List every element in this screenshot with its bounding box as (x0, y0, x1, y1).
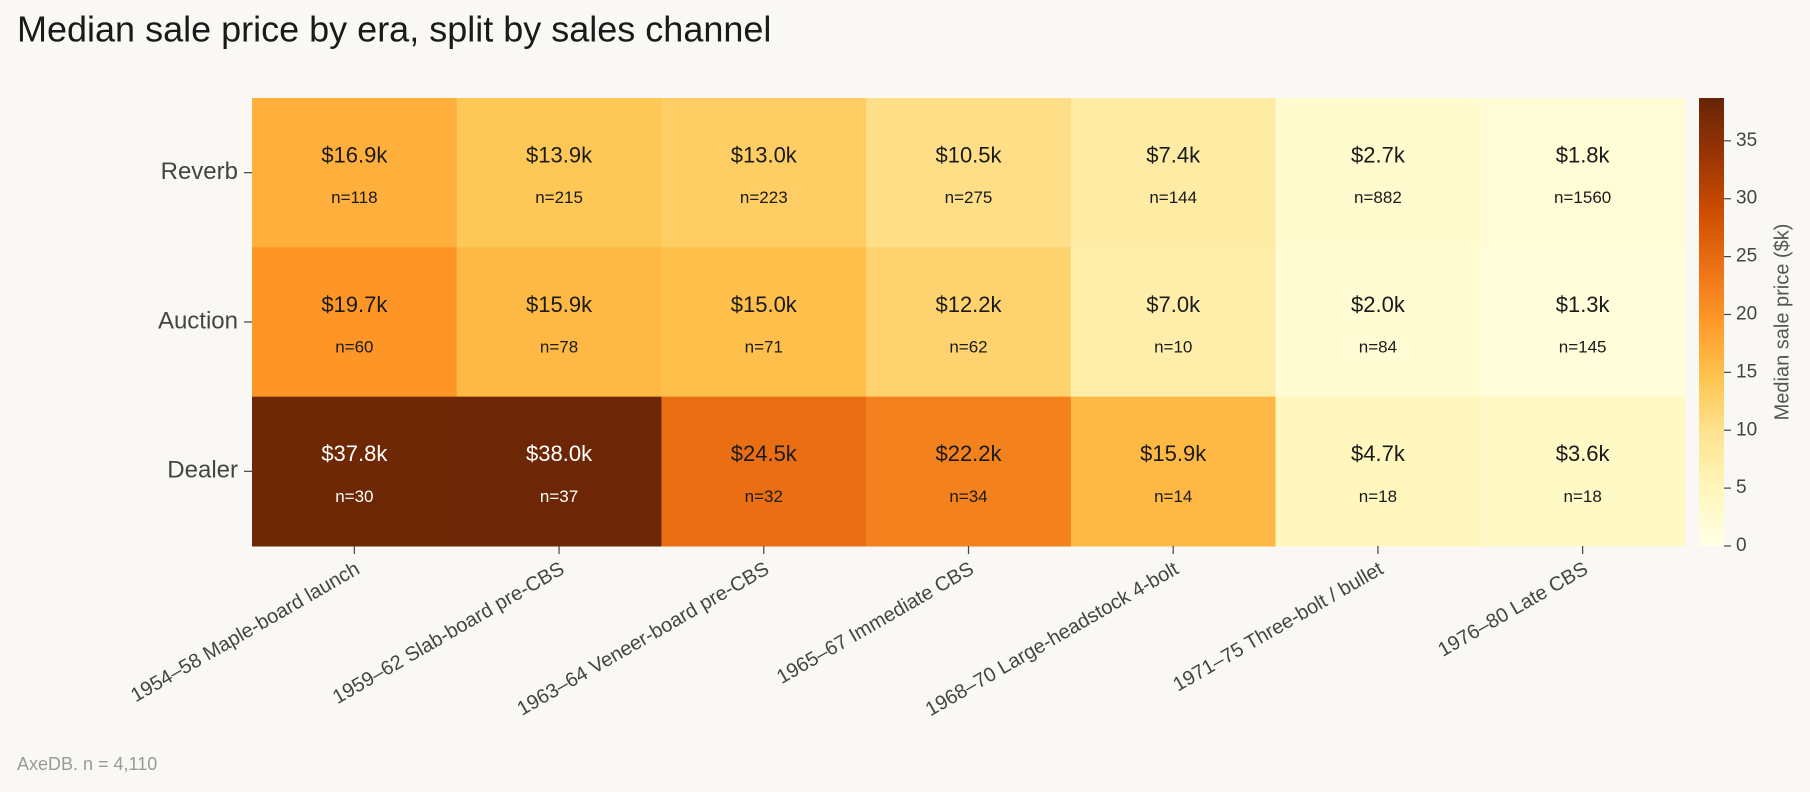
value-label: $7.4k (1146, 142, 1201, 167)
count-label: n=34 (949, 487, 987, 506)
colorbar-label: Median sale price ($k) (1771, 224, 1793, 421)
count-label: n=78 (540, 337, 578, 356)
heatmap-cell (252, 396, 458, 547)
value-label: $22.2k (935, 441, 1002, 466)
value-label: $13.9k (526, 142, 593, 167)
colorbar-tick-label: 10 (1736, 419, 1757, 440)
count-label: n=10 (1154, 337, 1192, 356)
value-label: $19.7k (321, 292, 388, 317)
heatmap-cell (456, 396, 662, 547)
colorbar-tick-label: 30 (1736, 188, 1757, 209)
count-label: n=144 (1149, 188, 1197, 207)
footnote: AxeDB. n = 4,110 (17, 754, 157, 774)
count-label: n=18 (1359, 487, 1397, 506)
heatmap-cell (866, 396, 1072, 547)
value-label: $38.0k (526, 441, 593, 466)
value-label: $2.7k (1351, 142, 1406, 167)
value-label: $1.3k (1556, 292, 1611, 317)
value-label: $13.0k (731, 142, 798, 167)
value-label: $2.0k (1351, 292, 1406, 317)
value-label: $15.9k (526, 292, 593, 317)
heatmap-cell (252, 98, 458, 248)
heatmap-cell (661, 396, 867, 547)
count-label: n=14 (1154, 487, 1192, 506)
value-label: $24.5k (731, 441, 798, 466)
value-label: $3.6k (1556, 441, 1611, 466)
colorbar (1699, 98, 1724, 546)
heatmap-cell (866, 247, 1072, 398)
count-label: n=1560 (1554, 188, 1611, 207)
count-label: n=71 (745, 337, 783, 356)
count-label: n=32 (745, 487, 783, 506)
heatmap-cell (1480, 396, 1686, 547)
count-label: n=62 (949, 337, 987, 356)
value-label: $12.2k (935, 292, 1002, 317)
colorbar-tick-label: 35 (1736, 130, 1757, 151)
heatmap-cell (252, 247, 458, 398)
y-tick-label: Auction (158, 307, 238, 334)
heatmap-cell (1070, 396, 1277, 547)
value-label: $15.9k (1140, 441, 1207, 466)
heatmap-cell (866, 98, 1072, 248)
chart-title: Median sale price by era, split by sales… (17, 9, 771, 50)
count-label: n=223 (740, 188, 788, 207)
value-label: $4.7k (1351, 441, 1406, 466)
y-tick-label: Dealer (167, 457, 238, 484)
count-label: n=118 (331, 188, 377, 207)
colorbar-tick-label: 0 (1736, 535, 1747, 556)
x-tick-label: 1976–80 Late CBS (1434, 558, 1591, 662)
count-label: n=30 (335, 487, 373, 506)
heatmap-cell (661, 98, 867, 248)
colorbar-tick-label: 5 (1736, 477, 1747, 498)
heatmap-cell (456, 247, 662, 398)
value-label: $15.0k (731, 292, 798, 317)
heatmap-cell (1275, 247, 1481, 398)
heatmap-cell (1070, 98, 1277, 248)
count-label: n=60 (335, 337, 373, 356)
heatmap-cell (1480, 247, 1686, 398)
value-label: $10.5k (935, 142, 1002, 167)
heatmap-cell (1480, 98, 1686, 248)
x-tick-label: 1965–67 Immediate CBS (773, 558, 978, 689)
value-label: $1.8k (1556, 142, 1611, 167)
count-label: n=145 (1559, 337, 1607, 356)
count-label: n=84 (1359, 337, 1397, 356)
colorbar-tick-label: 25 (1736, 246, 1757, 267)
value-label: $16.9k (321, 142, 388, 167)
count-label: n=37 (540, 487, 578, 506)
count-label: n=18 (1563, 487, 1601, 506)
heatmap-cell (456, 98, 662, 248)
heatmap-cell (1070, 247, 1277, 398)
x-tick-label: 1959–62 Slab-board pre-CBS (329, 558, 568, 709)
colorbar-tick-label: 15 (1736, 361, 1757, 382)
count-label: n=882 (1354, 188, 1402, 207)
y-tick-label: Reverb (161, 158, 238, 185)
colorbar-tick-label: 20 (1736, 303, 1757, 324)
value-label: $7.0k (1146, 292, 1201, 317)
count-label: n=275 (945, 188, 993, 207)
heatmap-cell (661, 247, 867, 398)
heatmap-cell (1275, 98, 1481, 248)
value-label: $37.8k (321, 441, 388, 466)
x-tick-label: 1971–75 Three-bolt / bullet (1169, 558, 1387, 697)
heatmap-cell (1275, 396, 1481, 547)
count-label: n=215 (535, 188, 583, 207)
x-tick-label: 1954–58 Maple-board launch (127, 558, 363, 707)
